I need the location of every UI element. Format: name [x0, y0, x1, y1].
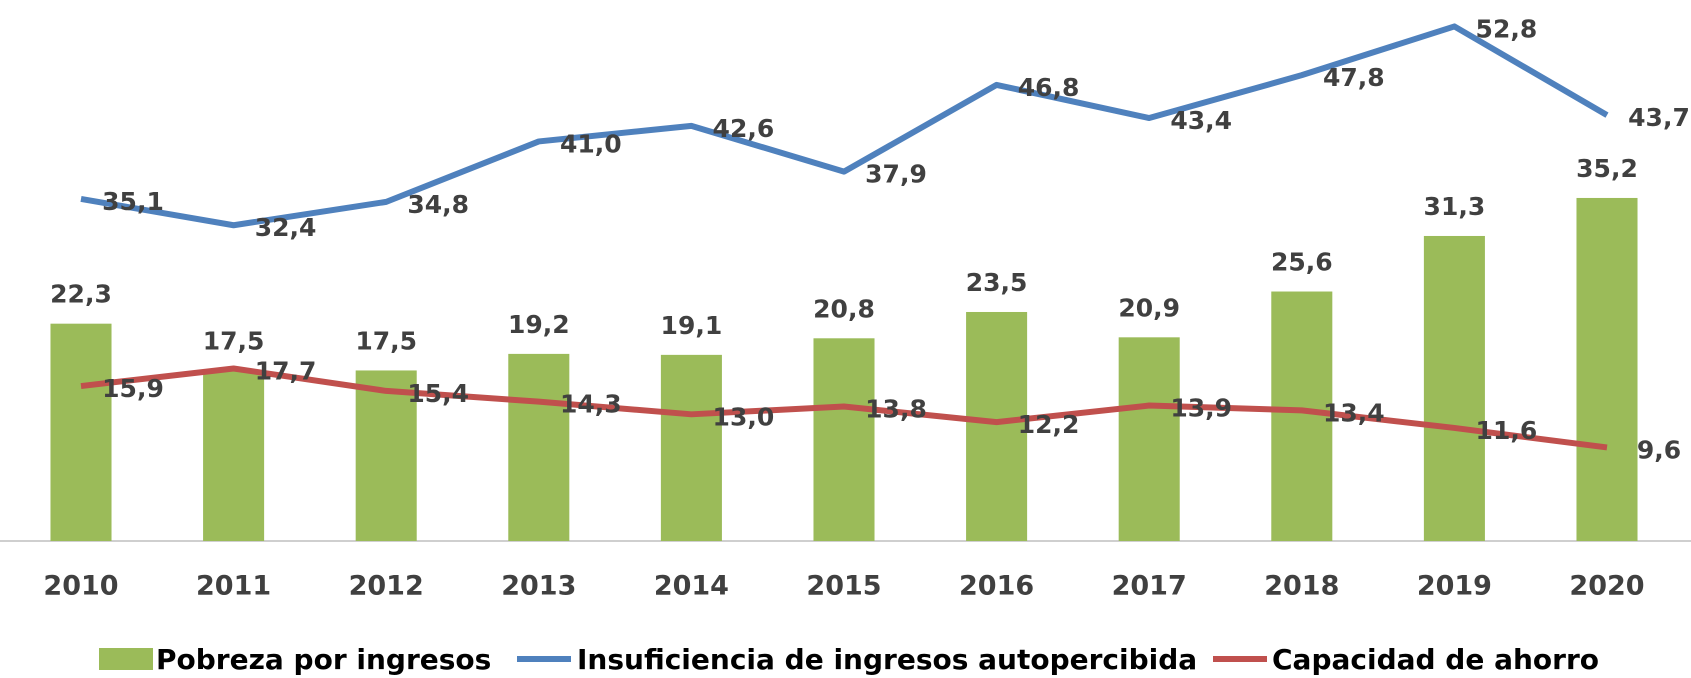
- bar: [1118, 337, 1180, 541]
- bar: [1271, 291, 1333, 541]
- line-label: 37,9: [865, 160, 927, 189]
- bar-label: 23,5: [966, 268, 1028, 297]
- x-tick-label: 2016: [959, 571, 1034, 602]
- line-label: 17,7: [255, 357, 317, 386]
- bar: [1423, 235, 1485, 541]
- line-label: 52,8: [1476, 14, 1538, 43]
- bar-label: 17,5: [355, 326, 417, 355]
- bar-label: 20,9: [1118, 293, 1180, 322]
- x-tick-label: 2010: [43, 571, 118, 602]
- bar: [1576, 197, 1638, 541]
- bar: [50, 323, 112, 541]
- x-tick-label: 2014: [654, 571, 729, 602]
- bar-label: 19,2: [508, 310, 570, 339]
- x-tick-label: 2012: [349, 571, 424, 602]
- bar-label: 22,3: [50, 280, 112, 309]
- line-label: 14,3: [560, 390, 622, 419]
- line-label: 43,7: [1628, 103, 1690, 132]
- bar: [355, 370, 417, 541]
- x-tick-label: 2011: [196, 571, 271, 602]
- line-label: 13,0: [713, 402, 775, 431]
- line-label: 35,1: [102, 187, 164, 216]
- line-label: 11,6: [1476, 416, 1538, 445]
- line-label: 47,8: [1323, 63, 1385, 92]
- line-label: 34,8: [407, 190, 469, 219]
- line-label: 15,4: [407, 379, 469, 408]
- line-label: 9,6: [1637, 435, 1681, 464]
- line-label: 42,6: [713, 114, 775, 143]
- bar-label: 25,6: [1271, 248, 1333, 277]
- bar: [813, 338, 875, 541]
- line-label: 41,0: [560, 129, 622, 158]
- bar-label: 20,8: [813, 294, 875, 323]
- x-tick-label: 2015: [806, 571, 881, 602]
- line-label: 13,8: [865, 395, 927, 424]
- bar: [660, 354, 722, 541]
- legend-swatch: [99, 648, 153, 670]
- x-tick-label: 2019: [1417, 571, 1492, 602]
- line-label: 12,2: [1018, 410, 1080, 439]
- bar: [203, 370, 265, 541]
- line: [80, 23, 1609, 229]
- line-label: 13,4: [1323, 398, 1385, 427]
- x-tick-label: 2013: [501, 571, 576, 602]
- x-tick-label: 2020: [1569, 571, 1644, 602]
- line-label: 43,4: [1170, 106, 1232, 135]
- bar-label: 19,1: [661, 311, 723, 340]
- bar: [966, 311, 1028, 541]
- line-label: 32,4: [255, 213, 317, 242]
- legend-label: Pobreza por ingresos: [156, 643, 491, 676]
- line-label: 13,9: [1170, 394, 1232, 423]
- line-label: 46,8: [1018, 73, 1080, 102]
- bar: [508, 353, 570, 541]
- bar-label: 31,3: [1424, 192, 1486, 221]
- x-tick-label: 2018: [1264, 571, 1339, 602]
- bar-label: 17,5: [203, 326, 265, 355]
- line: [80, 365, 1608, 451]
- line-label: 15,9: [102, 374, 164, 403]
- bar-label: 35,2: [1576, 154, 1638, 183]
- x-tick-label: 2017: [1112, 571, 1187, 602]
- legend-label: Insuficiencia de ingresos autopercibida: [577, 643, 1197, 676]
- legend-label: Capacidad de ahorro: [1272, 643, 1599, 676]
